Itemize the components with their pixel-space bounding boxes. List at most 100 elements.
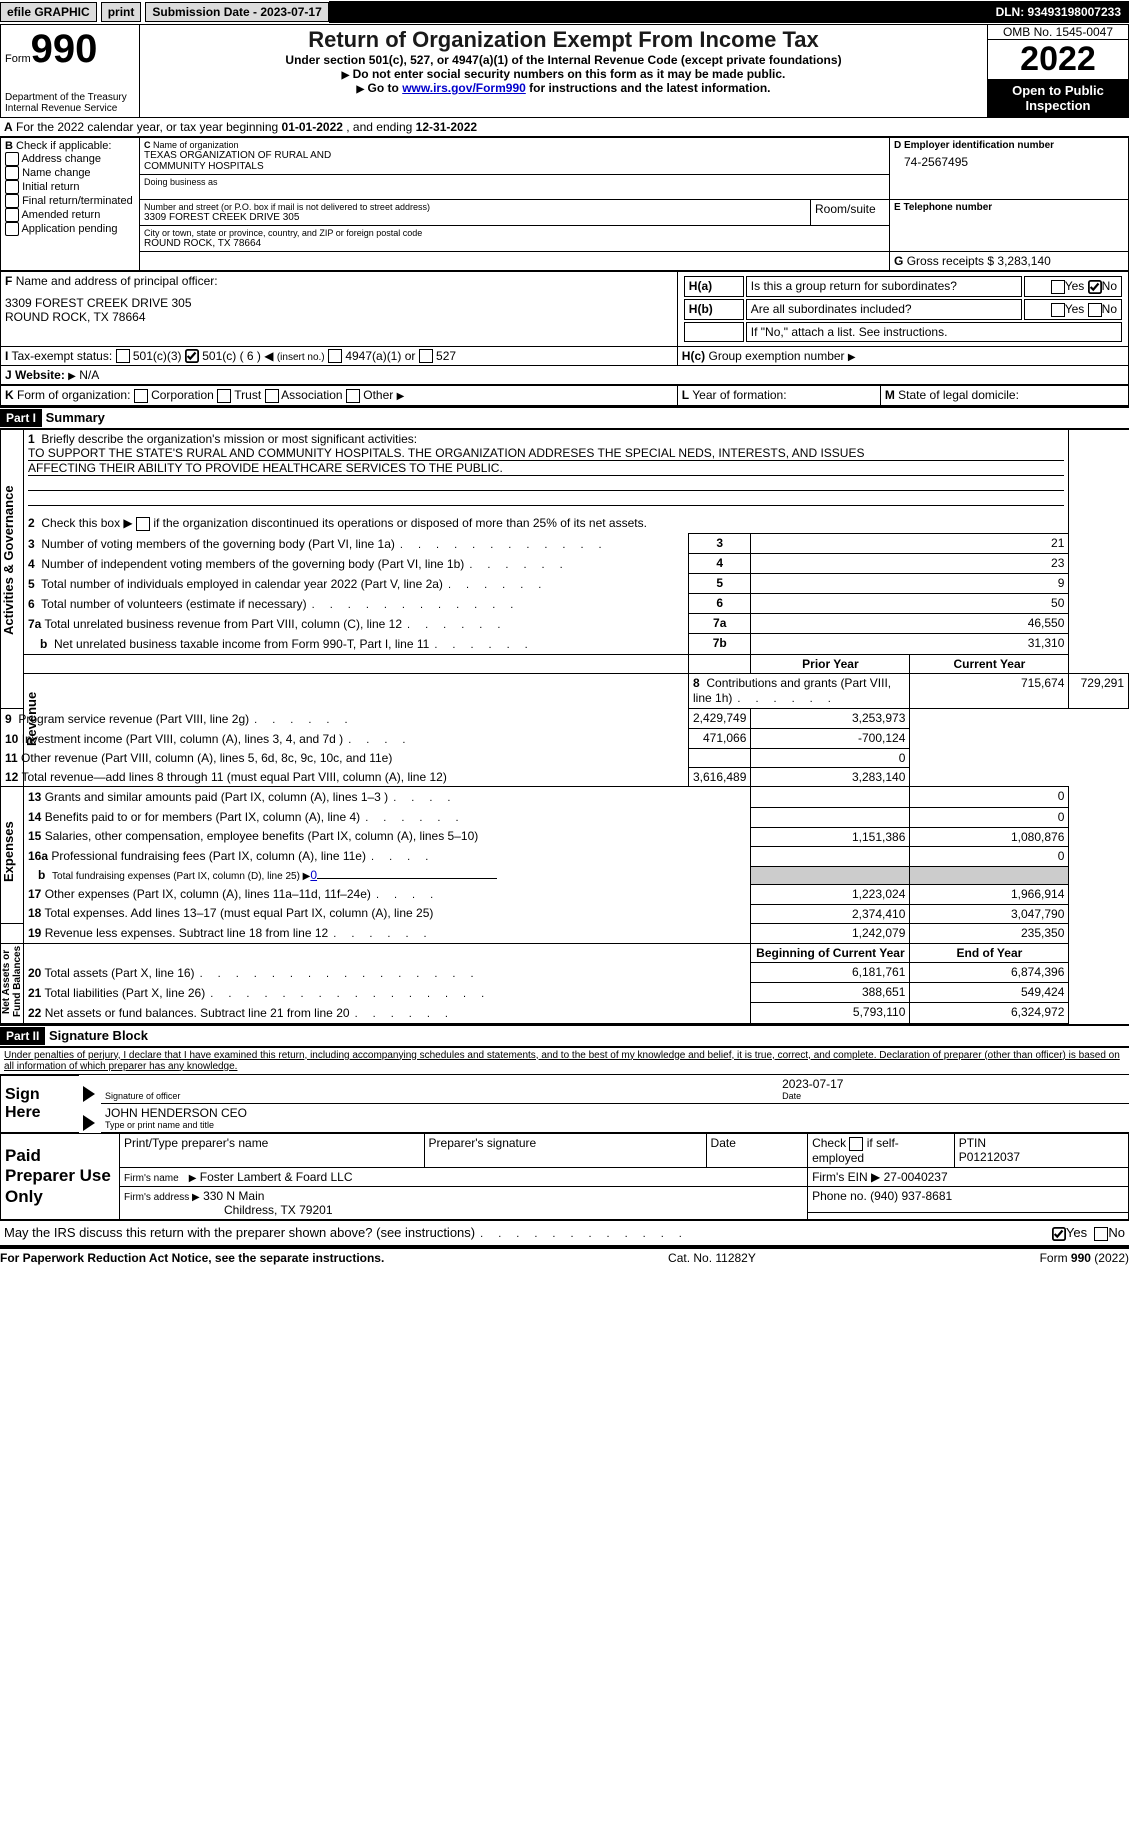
checkbox-name-change[interactable] xyxy=(5,166,19,180)
form-header-table: Form990 Department of the Treasury Inter… xyxy=(0,24,1129,118)
line-11-py xyxy=(689,749,751,768)
line-15-py: 1,151,386 xyxy=(751,827,910,846)
website-value: N/A xyxy=(79,368,99,382)
line-19-cy: 235,350 xyxy=(910,923,1069,944)
line-20-cy: 6,874,396 xyxy=(910,963,1069,983)
checkbox-corp[interactable] xyxy=(134,389,148,403)
top-bar-filler xyxy=(329,1,988,23)
side-activities: Activities & Governance xyxy=(1,430,16,690)
sign-here-block: Sign Here Signature of officer 2023-07-1… xyxy=(0,1075,1129,1134)
form-word: Form xyxy=(5,53,31,65)
q1-label: Briefly describe the organization's miss… xyxy=(41,432,417,446)
footer-row: For Paperwork Reduction Act Notice, see … xyxy=(0,1247,1129,1265)
print-button[interactable]: print xyxy=(101,2,142,22)
check-icon xyxy=(185,349,199,363)
info-block: B Check if applicable: Address change Na… xyxy=(0,137,1129,271)
line-7a-value: 46,550 xyxy=(751,614,1069,634)
line-22-cy: 6,324,972 xyxy=(910,1003,1069,1024)
omb-number: OMB No. 1545-0047 xyxy=(988,25,1128,39)
prep-col-2: Preparer's signature xyxy=(424,1134,706,1168)
line-14-cy: 0 xyxy=(910,807,1069,827)
checkbox-other[interactable] xyxy=(346,389,360,403)
preparer-block: Paid Preparer Use Only Print/Type prepar… xyxy=(0,1133,1129,1220)
sign-here-label: Sign Here xyxy=(5,1086,75,1122)
h-c-question: Group exemption number xyxy=(708,349,844,363)
line-18-cy: 3,047,790 xyxy=(910,904,1069,923)
prior-year-header: Prior Year xyxy=(751,654,910,673)
part-1-title: Summary xyxy=(46,410,105,425)
cb-label-final-return: Final return/terminated xyxy=(22,195,133,207)
section-a: A For the 2022 calendar year, or tax yea… xyxy=(0,118,1129,137)
line-22-py: 5,793,110 xyxy=(751,1003,910,1024)
inspection-label: Open to PublicInspection xyxy=(988,79,1128,117)
gross-receipts-value: 3,283,140 xyxy=(997,254,1050,268)
checkbox-4947a1[interactable] xyxy=(328,349,342,363)
line-14-py xyxy=(751,807,910,827)
officer-name-label: Type or print name and title xyxy=(105,1120,1125,1130)
mission-line-1: TO SUPPORT THE STATE'S RURAL AND COMMUNI… xyxy=(28,446,1064,461)
cb-label-address-change: Address change xyxy=(21,153,101,165)
cb-label-initial-return: Initial return xyxy=(22,181,79,193)
klm-block: K Form of organization: Corporation Trus… xyxy=(0,385,1129,406)
line-7b-value: 31,310 xyxy=(751,634,1069,655)
checkbox-assoc[interactable] xyxy=(265,389,279,403)
checkbox-address-change[interactable] xyxy=(5,152,19,166)
part-1-label: Part I xyxy=(0,409,42,427)
footer-question: May the IRS discuss this return with the… xyxy=(4,1225,684,1241)
firm-addr-2: Childress, TX 79201 xyxy=(124,1203,803,1217)
checkbox-527[interactable] xyxy=(419,349,433,363)
checkbox-initial-return[interactable] xyxy=(5,180,19,194)
checkbox-hb-yes[interactable] xyxy=(1051,303,1065,317)
checkbox-501c3[interactable] xyxy=(116,349,130,363)
line-19-py: 1,242,079 xyxy=(751,923,910,944)
dba-label: Doing business as xyxy=(144,177,885,187)
line-5-value: 9 xyxy=(751,574,1069,594)
part-2-title: Signature Block xyxy=(49,1028,148,1043)
prep-col-3: Date xyxy=(706,1134,808,1168)
firm-phone-value: (940) 937-8681 xyxy=(870,1189,952,1203)
pra-notice: For Paperwork Reduction Act Notice, see … xyxy=(0,1251,384,1265)
subtitle-3a: Go to xyxy=(368,81,399,95)
checkbox-self-employed[interactable] xyxy=(849,1137,863,1151)
cb-label-name-change: Name change xyxy=(22,167,91,179)
sig-date-label: Date xyxy=(782,1091,1125,1101)
checkbox-discontinued[interactable] xyxy=(136,517,150,531)
irs-label: Internal Revenue Service xyxy=(5,103,135,114)
checkbox-hb-no[interactable] xyxy=(1088,303,1102,317)
cb-label-app-pending: Application pending xyxy=(21,223,117,235)
form-number: 990 xyxy=(31,27,98,71)
city-value: ROUND ROCK, TX 78664 xyxy=(144,238,885,249)
subtitle-3b: for instructions and the latest informat… xyxy=(529,81,770,95)
ein-label: D Employer identification number xyxy=(894,140,1124,151)
line-8-cy: 729,291 xyxy=(1069,673,1129,708)
checkbox-app-pending[interactable] xyxy=(5,222,19,236)
checkbox-ha-yes[interactable] xyxy=(1051,280,1065,294)
h-a-question: Is this a group return for subordinates? xyxy=(746,276,1023,297)
line-17-py: 1,223,024 xyxy=(751,884,910,904)
line-8-py: 715,674 xyxy=(910,673,1069,708)
arrow-icon xyxy=(83,1086,95,1102)
dln-label: DLN: 93493198007233 xyxy=(988,1,1129,23)
checkbox-trust[interactable] xyxy=(217,389,231,403)
line-3-value: 21 xyxy=(751,534,1069,554)
irs-link[interactable]: www.irs.gov/Form990 xyxy=(402,81,526,95)
checkbox-amended-return[interactable] xyxy=(5,208,19,222)
line-18-py: 2,374,410 xyxy=(751,904,910,923)
prep-col-1: Print/Type preparer's name xyxy=(120,1134,425,1168)
officer-group-block: F Name and address of principal officer:… xyxy=(0,271,1129,385)
line-17-cy: 1,966,914 xyxy=(910,884,1069,904)
ein-value: 74-2567495 xyxy=(894,151,1124,173)
line-10-py: 471,066 xyxy=(689,729,751,749)
checkbox-discuss-no[interactable] xyxy=(1094,1227,1108,1241)
ptin-value: P01212037 xyxy=(959,1150,1124,1164)
room-suite-label: Room/suite xyxy=(811,200,890,226)
officer-addr-2: ROUND ROCK, TX 78664 xyxy=(5,310,673,324)
line-10-cy: -700,124 xyxy=(751,729,910,749)
arrow-icon xyxy=(83,1115,95,1131)
beg-year-header: Beginning of Current Year xyxy=(751,944,910,963)
h-b-hint: If "No," attach a list. See instructions… xyxy=(746,322,1122,342)
sig-date-value: 2023-07-17 xyxy=(782,1077,1125,1091)
line-13-py xyxy=(751,787,910,808)
submission-date: Submission Date - 2023-07-17 xyxy=(145,2,328,22)
checkbox-final-return[interactable] xyxy=(5,194,19,208)
